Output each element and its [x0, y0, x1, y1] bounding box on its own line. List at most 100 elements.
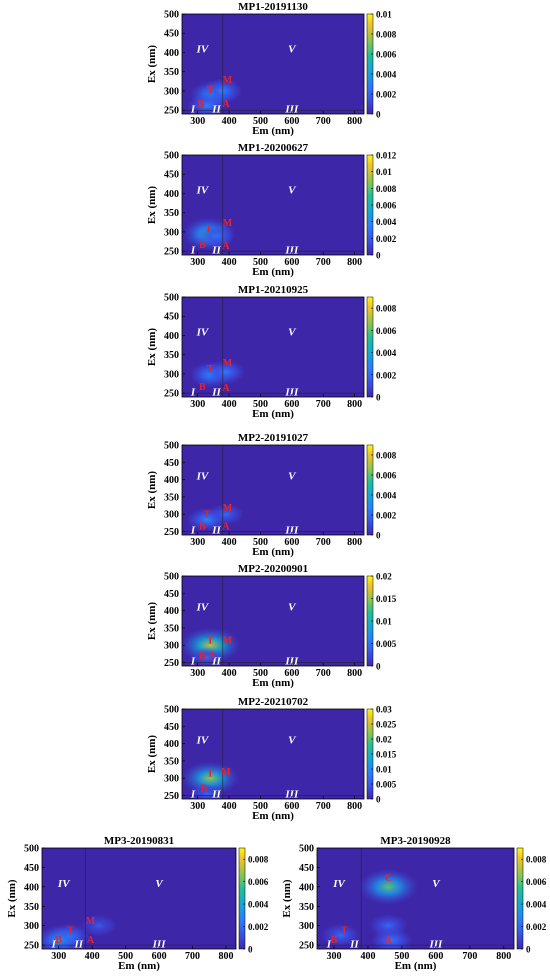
y-tick-label: 450: [164, 589, 179, 600]
colorbar-tick-label: 0.01: [376, 617, 392, 627]
x-tick-label: 600: [284, 668, 299, 679]
eem-panel-6: MP2-20210702 I II III IV V T M B 300 400 500 600 700 8…: [140, 695, 400, 823]
y-tick-label: 400: [164, 331, 179, 342]
colorbar: [366, 444, 374, 536]
y-tick-label: 250: [164, 389, 179, 400]
x-tick-label: 300: [190, 801, 205, 812]
peak-label: M: [223, 503, 233, 514]
region-label: V: [288, 602, 297, 614]
region-label: III: [428, 938, 443, 950]
fluorescence-hotspot: [358, 868, 419, 905]
y-axis-label: Ex (nm): [6, 879, 18, 918]
x-tick-label: 800: [347, 668, 362, 679]
colorbar-tick-label: 0.008: [376, 451, 397, 461]
colorbar-tick-label: 0.004: [526, 900, 547, 910]
region-label: II: [74, 938, 84, 950]
peak-label: M: [223, 75, 233, 86]
y-tick-label: 350: [164, 623, 179, 634]
colorbar-tick-label: 0.002: [376, 370, 397, 380]
eem-panel-2: MP1-20200627 I II III IV V T M B A 300 400 500 600 700…: [140, 141, 400, 279]
peak-label: M: [223, 636, 233, 647]
colorbar-tick-label: 0: [526, 945, 531, 955]
colorbar-tick-label: 0.025: [376, 720, 397, 730]
region-label: IV: [196, 471, 210, 483]
x-axis-label: Em (nm): [252, 810, 294, 822]
peak-label: A: [222, 99, 230, 110]
region-label: IV: [196, 735, 210, 747]
chart-title: MP2-20210702: [238, 696, 309, 708]
peak-label: B: [199, 651, 206, 662]
y-tick-label: 300: [24, 921, 39, 932]
y-tick-label: 300: [164, 774, 179, 785]
y-tick-label: 450: [299, 863, 314, 874]
plot-frame: [181, 13, 365, 115]
y-tick-label: 350: [164, 350, 179, 361]
y-tick-label: 300: [299, 921, 314, 932]
heatmap-field: [182, 217, 236, 251]
y-tick-label: 450: [164, 312, 179, 323]
fluorescence-hotspot: [197, 223, 236, 248]
colorbar-tick-label: 0.02: [376, 735, 392, 745]
colorbar-tick-label: 0.002: [376, 90, 397, 100]
peak-label: T: [204, 510, 211, 521]
x-tick-label: 500: [253, 537, 268, 548]
region-label: I: [190, 244, 196, 256]
chart-title: MP3-20190831: [104, 835, 174, 847]
x-tick-label: 800: [496, 951, 511, 962]
peak-label: T: [207, 85, 214, 96]
eem-panel-8: MP3-20190928 I II III IV V C T B A 300 400 500 600 700…: [275, 834, 550, 973]
chart-title: MP1-20191130: [238, 1, 308, 13]
region-label: III: [284, 656, 299, 668]
x-axis-label: Em (nm): [252, 125, 294, 137]
x-tick-label: 400: [222, 399, 237, 410]
peak-label: A: [222, 521, 230, 532]
x-tick-label: 700: [316, 537, 331, 548]
x-tick-label: 700: [316, 801, 331, 812]
y-axis-label: Ex (nm): [146, 186, 158, 225]
x-axis-label: Em (nm): [395, 960, 437, 972]
y-tick-label: 450: [164, 458, 179, 469]
y-tick-label: 250: [164, 106, 179, 117]
colorbar-tick-label: 0.005: [376, 639, 397, 649]
plot-frame: [181, 575, 365, 667]
colorbar-tick-label: 0.002: [248, 922, 269, 932]
x-tick-label: 300: [190, 537, 205, 548]
y-tick-label: 250: [164, 791, 179, 802]
y-axis-label: Ex (nm): [146, 602, 158, 641]
x-axis-label: Em (nm): [252, 408, 294, 420]
peak-label: M: [223, 358, 233, 369]
colorbar: [516, 847, 524, 950]
y-tick-label: 450: [164, 170, 179, 181]
x-tick-label: 500: [253, 399, 268, 410]
peak-label: B: [199, 240, 206, 251]
y-tick-label: 500: [164, 705, 179, 716]
colorbar-tick-label: 0.02: [376, 572, 392, 582]
colorbar-tick-label: 0.008: [376, 304, 397, 314]
y-tick-label: 350: [164, 492, 179, 503]
peak-label: T: [205, 224, 212, 235]
x-tick-label: 400: [222, 257, 237, 268]
x-tick-label: 800: [347, 801, 362, 812]
colorbar-tick-label: 0.005: [376, 780, 397, 790]
y-tick-label: 350: [299, 902, 314, 913]
region-label: III: [284, 386, 299, 398]
y-tick-label: 500: [164, 151, 179, 162]
region-label: I: [51, 938, 57, 950]
x-tick-label: 300: [326, 951, 341, 962]
fluorescence-hotspot: [189, 647, 225, 666]
x-tick-label: 700: [316, 399, 331, 410]
y-tick-label: 500: [164, 10, 179, 21]
y-tick-label: 400: [164, 606, 179, 617]
x-tick-label: 500: [118, 951, 133, 962]
x-tick-label: 600: [284, 257, 299, 268]
x-tick-label: 600: [152, 951, 167, 962]
chart-title: MP2-20191027: [238, 432, 309, 444]
peak-label: B: [55, 935, 62, 946]
x-tick-label: 800: [347, 116, 362, 127]
fluorescence-hotspot: [370, 928, 413, 949]
y-tick-label: 250: [24, 941, 39, 952]
y-tick-label: 500: [24, 844, 39, 855]
y-tick-label: 250: [299, 941, 314, 952]
